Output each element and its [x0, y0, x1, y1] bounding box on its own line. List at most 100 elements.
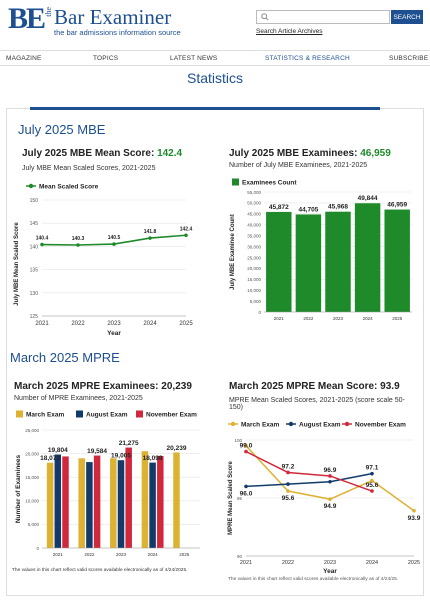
- bar-2024: [354, 203, 381, 312]
- mbe-examinees-chart: Examinees Count 0 5,000 10,000 15,000 20,000 2…: [230, 178, 412, 321]
- mpre-mean-title: March 2025 MPRE Mean Score: 93.9: [229, 381, 400, 392]
- x-tick-label: 2023: [116, 552, 127, 557]
- nav-latest-news[interactable]: LATEST NEWS: [170, 55, 218, 62]
- data-point: [148, 236, 152, 240]
- y-tick-label: 95: [237, 496, 243, 501]
- y-tick-label: 5,000: [250, 299, 262, 304]
- nav-subscribe[interactable]: SUBSCRIBE: [389, 55, 429, 62]
- bar-2022-march-exam: [78, 458, 85, 548]
- data-label: 95.6: [282, 495, 295, 502]
- legend-label-1: August Exam: [86, 412, 128, 419]
- x-tick-label: 2025: [179, 321, 193, 327]
- data-label: 46,959: [387, 202, 407, 209]
- y-tick-label: 135: [30, 268, 39, 274]
- search-archives-link[interactable]: Search Article Archives: [256, 28, 323, 35]
- chart-note: The values in this chart reflect valid s…: [228, 576, 398, 582]
- site-header: BE the Bar Examiner the bar admissions i…: [0, 0, 430, 46]
- x-tick-label: 2024: [366, 560, 378, 566]
- legend-label-0: March Exam: [26, 412, 65, 419]
- site-logo[interactable]: BE the Bar Examiner the bar admissions i…: [8, 4, 208, 38]
- bar-2021-march-exam: [46, 462, 54, 548]
- bar-2023-november-exam: [125, 447, 132, 548]
- bar-2025-march-exam: [173, 452, 180, 548]
- data-label: 94.9: [324, 503, 337, 510]
- y-tick-label: 40,000: [247, 223, 261, 228]
- y-tick-label: 20,000: [25, 451, 39, 456]
- data-point: [286, 489, 290, 493]
- legend-label-0: Examinees Count: [242, 180, 297, 187]
- mbe-examinees-highlight: 46,959: [360, 148, 391, 159]
- logo-tagline: the bar admissions information source: [54, 28, 181, 37]
- data-label: 140.3: [72, 236, 85, 242]
- data-label: 45,872: [269, 204, 289, 211]
- legend-marker-2: [344, 421, 350, 427]
- bar-2024-november-exam: [157, 455, 164, 548]
- data-point: [328, 479, 332, 484]
- y-tick-label: 0: [36, 546, 39, 551]
- page-title: Statistics: [186, 70, 243, 86]
- data-label: 141.8: [144, 229, 157, 235]
- data-label: 142.4: [180, 226, 193, 232]
- nav-topics[interactable]: TOPICS: [93, 55, 119, 62]
- y-tick-label: 150: [30, 198, 39, 204]
- bar-2023: [325, 211, 351, 312]
- mbe-examinees-title-text: July 2025 MBE Examinees:: [229, 148, 361, 159]
- x-tick-label: 2024: [143, 321, 157, 327]
- y-tick-label: 145: [30, 221, 39, 227]
- mpre-examinees-subtitle: Number of MPRE Examinees, 2021-2025: [14, 395, 143, 402]
- data-point: [370, 471, 374, 476]
- data-point: [76, 243, 80, 247]
- data-point: [40, 242, 44, 247]
- data-label: 19,804: [48, 447, 68, 454]
- x-tick-label: 2022: [303, 316, 314, 321]
- legend-label-2: November Exam: [355, 422, 406, 429]
- y-tick-label: 50,000: [247, 201, 261, 206]
- x-tick-label: 2025: [408, 560, 420, 566]
- data-label: 140.5: [108, 235, 121, 241]
- data-label: 19,005: [111, 453, 131, 460]
- mbe-examinees-subtitle: Number of July MBE Examinees, 2021-2025: [229, 162, 368, 169]
- chart-note: The values in this chart reflect valid s…: [12, 567, 187, 573]
- search-icon: [261, 13, 269, 21]
- search-input[interactable]: [271, 11, 389, 23]
- data-label: 93.9: [408, 515, 421, 522]
- x-tick-label: 2021: [240, 560, 252, 566]
- mpre-mean-subtitle: MPRE Mean Scaled Scores, 2021-2025 (scor…: [229, 397, 405, 411]
- data-label: 20,239: [167, 445, 187, 452]
- bar-2022-august-exam: [86, 462, 93, 548]
- y-tick-label: 35,000: [247, 233, 261, 238]
- data-point: [244, 484, 248, 489]
- legend-swatch-0: [16, 410, 23, 418]
- legend-label-2: November Exam: [146, 412, 197, 419]
- data-label: 95.6: [366, 482, 379, 489]
- x-tick-label: 2025: [392, 316, 403, 321]
- data-point: [370, 489, 374, 493]
- section-title-mpre: March 2025 MPRE: [10, 350, 120, 365]
- legend-marker-0: [230, 421, 236, 427]
- data-point: [412, 508, 416, 513]
- y-tick-label: 20,000: [247, 266, 261, 271]
- data-point: [286, 482, 290, 486]
- x-tick-label: 2025: [179, 552, 190, 557]
- mpre-examinees-chart: March Exam August Exam November Exam 0 5,000…: [12, 410, 200, 573]
- data-label: 96.9: [324, 467, 337, 474]
- mpre-mean-chart: March Exam August Exam November Exam 90 95 10…: [228, 421, 421, 582]
- nav-statistics-research[interactable]: STATISTICS & RESEARCH: [265, 55, 350, 62]
- mpre-examinees-title: March 2025 MPRE Examinees: 20,239: [14, 381, 192, 392]
- data-point: [244, 444, 248, 448]
- y-tick-label: 25,000: [247, 255, 261, 260]
- nav-magazine[interactable]: MAGAZINE: [6, 55, 42, 62]
- section-rule: [30, 107, 380, 110]
- x-tick-label: 2023: [107, 321, 121, 327]
- bar-2021-august-exam: [54, 454, 62, 548]
- y-tick-label: 55,000: [247, 190, 261, 195]
- x-tick-label: 2022: [71, 321, 85, 327]
- search-button[interactable]: SEARCH: [391, 10, 423, 24]
- data-point: [184, 233, 188, 238]
- y-tick-label: 130: [30, 291, 39, 297]
- data-point: [328, 474, 332, 478]
- data-point: [112, 242, 116, 246]
- y-tick-label: 5,000: [28, 522, 40, 527]
- data-label: 49,844: [358, 195, 378, 202]
- x-tick-label: 2023: [324, 560, 336, 566]
